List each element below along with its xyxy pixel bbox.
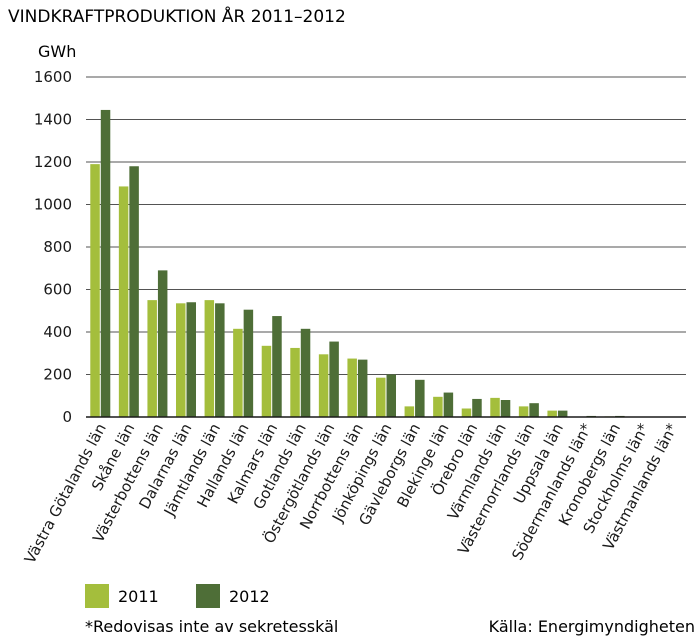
footnote: *Redovisas inte av sekretesskäl [85, 617, 338, 636]
source-note: Källa: Energimyndigheten [489, 617, 695, 636]
bar-2012-10 [386, 374, 396, 417]
bar-2011-16 [547, 410, 557, 417]
bar-2012-1 [129, 166, 139, 417]
bar-2012-5 [243, 309, 254, 417]
bar-2012-8 [329, 341, 339, 417]
bar-2012-11 [415, 379, 425, 417]
y-tick-label: 1000 [34, 196, 72, 214]
bar-2012-2 [157, 270, 168, 417]
bar-2011-14 [490, 397, 500, 417]
legend: 2011 2012 [85, 584, 270, 608]
y-tick-label: 200 [43, 366, 72, 384]
legend-swatch-2011 [85, 584, 109, 608]
bar-2012-15 [529, 403, 539, 417]
bar-2011-15 [518, 406, 529, 417]
bar-2011-3 [176, 303, 186, 417]
y-tick-label: 800 [43, 238, 72, 256]
bar-2011-4 [204, 300, 215, 417]
bar-2011-6 [261, 345, 272, 417]
bar-2011-5 [233, 328, 243, 417]
y-tick-label: 1400 [34, 111, 72, 129]
bar-2011-11 [404, 406, 415, 417]
bar-2011-0 [90, 164, 100, 417]
bar-2012-16 [557, 410, 568, 417]
bar-2011-10 [376, 377, 386, 417]
y-tick-label: 400 [43, 323, 72, 341]
bar-2012-13 [472, 398, 482, 417]
bar-2012-3 [186, 302, 196, 417]
legend-label-2012: 2012 [229, 587, 270, 606]
bar-2011-9 [347, 358, 357, 417]
y-tick-label: 600 [43, 281, 72, 299]
bar-2011-1 [118, 186, 129, 417]
bar-2011-8 [318, 354, 329, 417]
bar-2012-9 [357, 359, 368, 417]
y-axis-unit: GWh [38, 42, 76, 61]
x-category-label: Västra Götalands län [21, 420, 110, 566]
y-axis-ticks: 0 200 400 600 800 1000 1200 1400 1600 [34, 68, 72, 426]
bar-2012-6 [272, 316, 282, 417]
y-tick-label: 0 [62, 408, 72, 426]
bars [90, 109, 625, 417]
legend-swatch-2012 [196, 584, 220, 608]
bar-2012-4 [215, 303, 225, 417]
bar-2012-12 [443, 392, 454, 417]
bar-2011-7 [290, 347, 300, 417]
bar-2012-14 [500, 400, 511, 417]
y-tick-label: 1200 [34, 153, 72, 171]
bar-2011-12 [433, 396, 443, 417]
bar-2012-0 [100, 109, 111, 417]
grid-lines [86, 76, 686, 375]
bar-2012-7 [300, 328, 311, 417]
bar-2011-2 [147, 300, 157, 417]
y-tick-label: 1600 [34, 68, 72, 86]
legend-label-2011: 2011 [118, 587, 159, 606]
chart-title: VINDKRAFTPRODUKTION ÅR 2011–2012 [8, 5, 346, 27]
bar-2011-13 [461, 408, 472, 417]
